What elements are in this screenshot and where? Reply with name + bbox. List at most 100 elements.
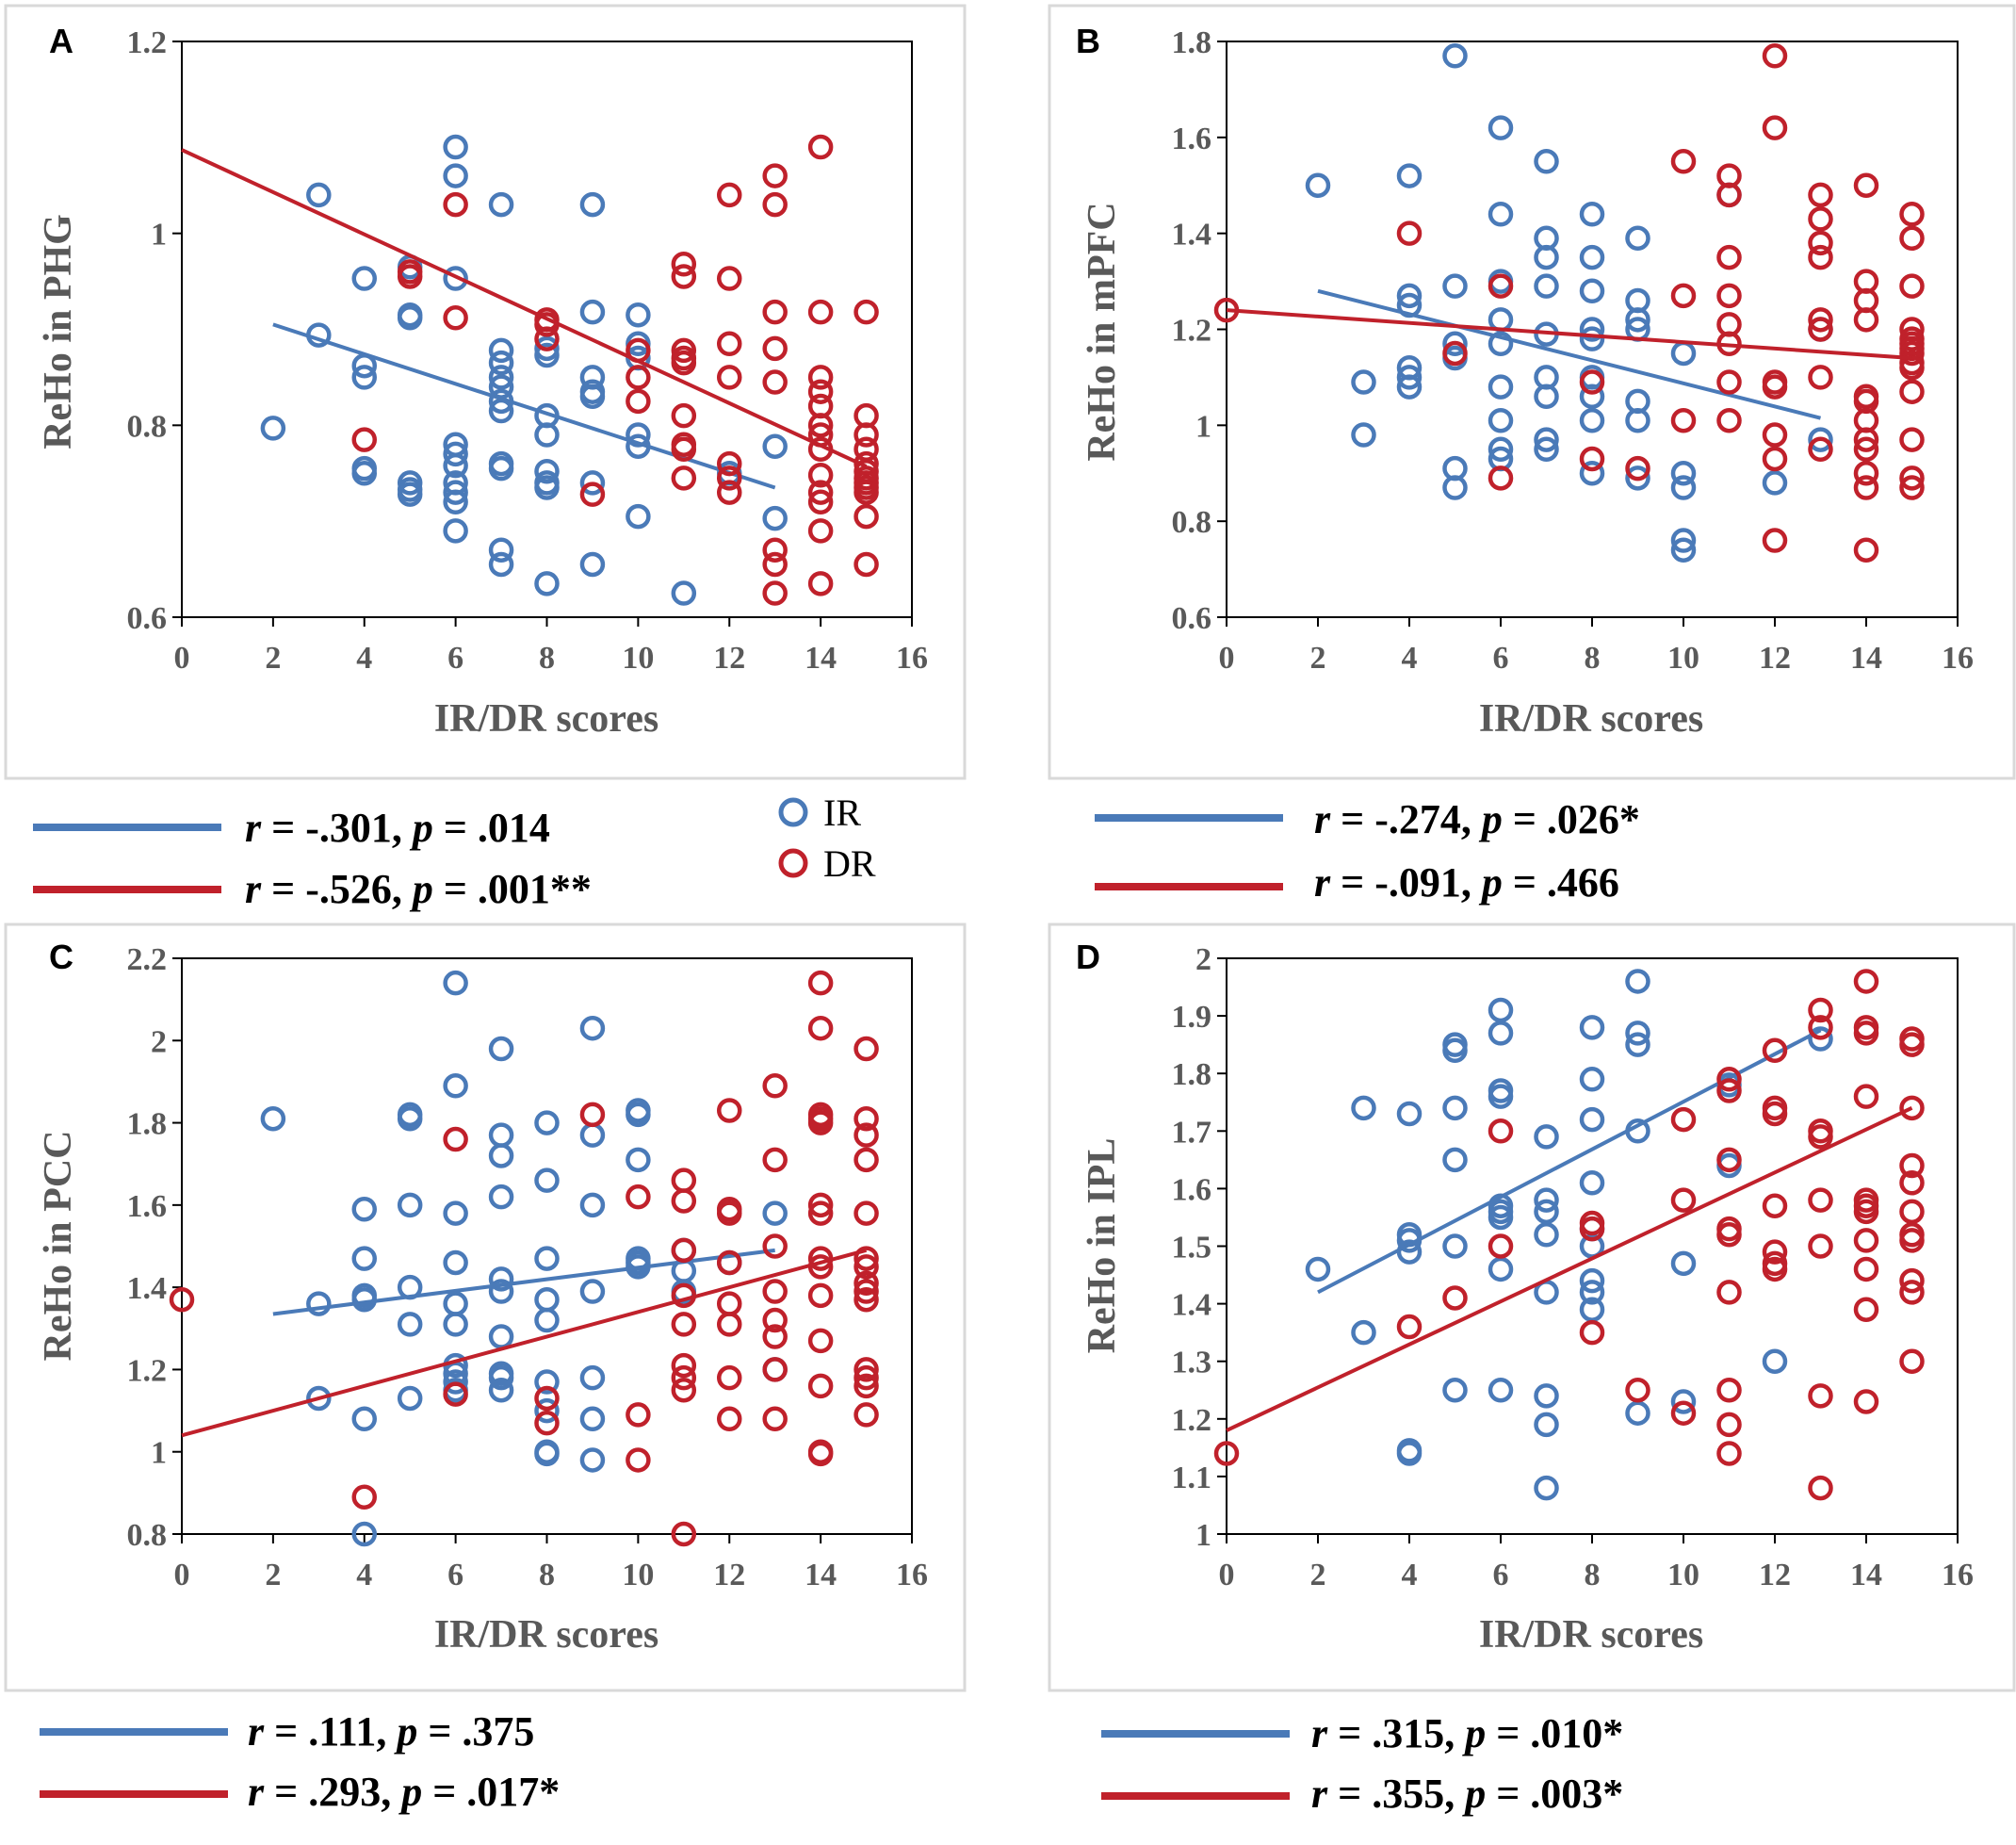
data-point-dr [1853,475,1879,500]
data-point-dr [1808,182,1833,208]
fit-line-dr [1226,308,1912,361]
data-point-dr [1853,1199,1879,1225]
data-point-ir [671,580,697,606]
data-point-dr [1716,1378,1742,1403]
data-point-ir [488,365,514,390]
y-tick-label: 0.8 [127,409,168,444]
x-tick-label: 6 [1493,641,1509,676]
data-point-ir [1579,278,1605,304]
data-point-dr [1762,115,1788,140]
data-point-dr [1853,427,1879,452]
data-point-dr [717,331,742,357]
data-point-dr [854,1036,879,1062]
data-point-ir [488,1378,514,1403]
data-point-dr [1716,407,1742,433]
data-point-dr [1716,1147,1742,1173]
data-point-ir [443,1312,468,1337]
data-point-dr [1396,220,1423,246]
series-dr [1213,43,1925,563]
data-point-dr [762,1357,788,1382]
data-point-dr [1808,436,1833,463]
data-point-dr [443,305,468,331]
data-point-ir [1625,969,1650,994]
data-point-dr [626,1447,651,1473]
legend-ir-marker [778,797,808,827]
data-point-ir [260,1105,286,1132]
x-tick-label: 14 [1850,1558,1882,1592]
y-tick-label: 1.5 [1172,1231,1212,1265]
data-point-dr [1853,172,1879,198]
data-point-ir [1488,997,1514,1023]
data-point-ir [1579,1015,1605,1040]
x-tick-label: 4 [1402,1558,1418,1592]
data-point-ir [1579,384,1605,410]
data-point-dr [671,337,697,364]
data-point-ir [1442,331,1468,357]
data-point-ir [1442,1095,1468,1121]
data-point-ir [579,1192,606,1218]
x-tick-label: 12 [713,1558,745,1592]
data-point-dr [1625,455,1650,482]
data-point-ir [1488,436,1514,463]
data-point-ir [488,350,514,376]
data-point-dr [1488,273,1514,299]
y-tick-label: 1 [1195,409,1211,444]
data-point-ir [443,518,468,544]
stat-label-ir: r = .111, p = .375 [248,1708,534,1755]
data-point-ir [1534,149,1559,174]
x-tick-label: 2 [265,641,281,676]
data-point-dr [1670,1400,1697,1426]
data-point-ir [1625,1400,1650,1426]
data-point-ir [1670,537,1697,563]
data-point-dr [1762,528,1788,553]
panel-letter: B [1076,22,1100,60]
data-point-ir [488,455,514,482]
data-point-ir [397,305,423,331]
y-tick-label: 1.6 [1172,1172,1212,1207]
data-point-ir [1534,436,1559,463]
chart-panel-c: 0 2 4 6 8 10 12 14 16 0.8 1 1.2 1.4 1.6 1.8 2 2.2 IR/DR s… [4,922,967,1815]
x-tick-label: 2 [265,1558,281,1592]
data-point-dr [1762,374,1788,400]
data-point-ir [762,1200,788,1226]
data-point-ir [1534,244,1559,270]
data-point-ir [1351,422,1376,448]
y-tick-label: 2.2 [127,942,168,977]
data-point-ir [579,191,606,218]
data-point-dr [1853,1256,1879,1282]
data-point-dr [671,1312,697,1337]
data-point-ir [397,1385,423,1412]
chart-panel-d: 0 2 4 6 8 10 12 14 16 1 1.1 1.2 1.3 1.4 1.5 1.6 1.7 1.8 1.… [1048,922,2016,1817]
data-point-ir [1305,172,1331,198]
x-tick-label: 4 [1402,641,1418,676]
data-point-dr [762,1324,788,1349]
data-point-ir [397,1312,423,1337]
data-point-dr [762,1233,788,1259]
data-point-ir [579,1364,606,1391]
y-tick-label: 1.2 [127,25,168,60]
y-tick-label: 0.6 [1172,601,1212,636]
data-point-ir [351,266,377,291]
data-point-dr [717,1406,742,1432]
data-point-dr [626,365,651,390]
x-tick-label: 10 [1667,641,1699,676]
data-point-ir [443,489,468,515]
data-point-dr [807,571,834,596]
data-point-dr [397,264,423,289]
data-point-ir [626,422,651,448]
fit-line-ir [272,1248,775,1316]
data-point-dr [1213,1441,1240,1466]
data-point-ir [306,182,332,208]
data-point-dr [762,1147,788,1173]
x-tick-label: 12 [1759,641,1791,676]
y-tick-label: 1.8 [1172,1057,1212,1092]
fit-line-dr [181,1248,868,1438]
data-point-dr [1899,1267,1925,1294]
data-point-ir [1579,1067,1605,1092]
data-point-ir [534,571,560,596]
data-point-ir [579,1406,606,1432]
data-point-dr [1808,1124,1833,1150]
data-point-ir [1442,1037,1468,1064]
x-tick-label: 10 [1667,1558,1699,1592]
series-dr [1213,969,1925,1501]
